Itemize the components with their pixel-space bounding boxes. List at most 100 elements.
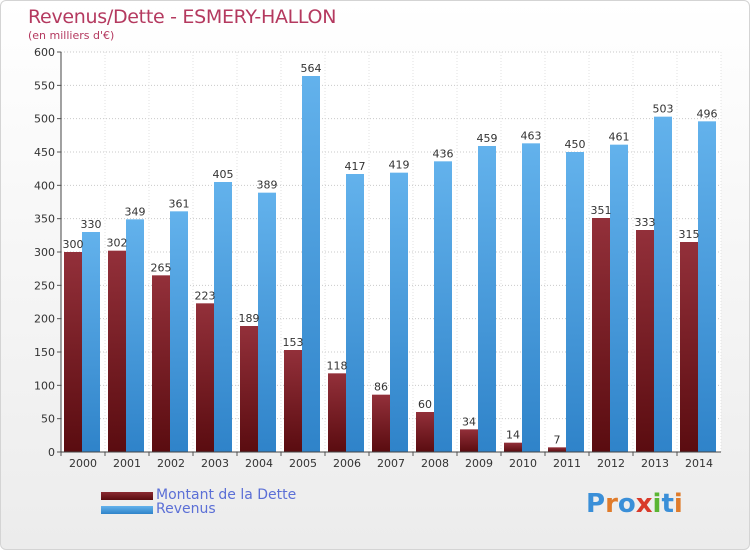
bar-debt bbox=[460, 429, 478, 452]
y-tick-label: 100 bbox=[34, 379, 55, 392]
x-tick-label: 2012 bbox=[597, 457, 625, 470]
x-tick-label: 2000 bbox=[69, 457, 97, 470]
y-tick-label: 300 bbox=[34, 246, 55, 259]
bar-debt bbox=[504, 442, 522, 452]
bar-revenus bbox=[126, 219, 144, 452]
logo-letter: P bbox=[586, 489, 606, 519]
bar-revenus bbox=[610, 144, 628, 452]
y-tick-label: 150 bbox=[34, 346, 55, 359]
data-label-revenus: 417 bbox=[345, 160, 366, 173]
x-tick-label: 2001 bbox=[113, 457, 141, 470]
x-tick-label: 2004 bbox=[245, 457, 273, 470]
bar-revenus bbox=[346, 174, 364, 452]
data-label-revenus: 330 bbox=[81, 218, 102, 231]
data-label-revenus: 419 bbox=[389, 159, 410, 172]
bar-revenus bbox=[566, 152, 584, 452]
legend-swatch-revenus bbox=[101, 506, 153, 514]
bar-debt bbox=[372, 394, 390, 452]
bar-debt bbox=[680, 242, 698, 452]
data-label-revenus: 450 bbox=[565, 138, 586, 151]
data-label-debt: 300 bbox=[63, 238, 84, 251]
data-label-revenus: 461 bbox=[609, 131, 630, 144]
bar-revenus bbox=[478, 146, 496, 452]
x-tick-label: 2009 bbox=[465, 457, 493, 470]
logo-letter: t bbox=[661, 489, 674, 519]
logo-letter: r bbox=[605, 489, 618, 519]
data-label-revenus: 436 bbox=[433, 147, 454, 160]
x-tick-label: 2005 bbox=[289, 457, 317, 470]
y-tick-label: 600 bbox=[34, 46, 55, 59]
x-tick-label: 2007 bbox=[377, 457, 405, 470]
bar-revenus bbox=[434, 161, 452, 453]
data-label-debt: 302 bbox=[107, 237, 128, 250]
data-label-revenus: 389 bbox=[257, 179, 278, 192]
data-label-debt: 333 bbox=[635, 216, 656, 229]
bar-revenus bbox=[390, 172, 408, 452]
data-label-debt: 60 bbox=[418, 398, 432, 411]
data-label-revenus: 503 bbox=[653, 103, 674, 116]
data-label-revenus: 405 bbox=[213, 168, 234, 181]
bar-revenus bbox=[214, 182, 232, 452]
x-tick-label: 2006 bbox=[333, 457, 361, 470]
data-label-revenus: 564 bbox=[301, 62, 322, 75]
chart-subtitle: (en milliers d'€) bbox=[28, 29, 115, 42]
data-label-revenus: 349 bbox=[125, 205, 146, 218]
data-label-debt: 86 bbox=[374, 381, 388, 394]
bar-debt bbox=[64, 252, 82, 452]
y-tick-label: 200 bbox=[34, 313, 55, 326]
x-tick-label: 2010 bbox=[509, 457, 537, 470]
bar-revenus bbox=[170, 211, 188, 452]
bar-revenus bbox=[302, 76, 320, 452]
bar-debt bbox=[108, 250, 126, 452]
bar-revenus bbox=[82, 232, 100, 452]
bar-debt bbox=[284, 350, 302, 452]
y-tick-label: 400 bbox=[34, 179, 55, 192]
data-label-debt: 14 bbox=[506, 429, 520, 442]
data-label-debt: 7 bbox=[554, 433, 561, 446]
proxiti-logo: Proxiti bbox=[586, 489, 683, 519]
x-tick-label: 2003 bbox=[201, 457, 229, 470]
data-label-revenus: 459 bbox=[477, 132, 498, 145]
data-label-debt: 118 bbox=[327, 359, 348, 372]
y-tick-label: 250 bbox=[34, 279, 55, 292]
data-label-debt: 189 bbox=[239, 312, 260, 325]
bar-debt bbox=[328, 373, 346, 452]
legend-label-debt: Montant de la Dette bbox=[156, 487, 297, 503]
bar-debt bbox=[636, 230, 654, 452]
bar-debt bbox=[152, 275, 170, 452]
y-tick-label: 0 bbox=[48, 446, 55, 459]
data-label-revenus: 496 bbox=[697, 107, 718, 120]
y-tick-label: 350 bbox=[34, 213, 55, 226]
bar-debt bbox=[548, 447, 566, 452]
data-label-debt: 153 bbox=[283, 336, 304, 349]
x-tick-label: 2008 bbox=[421, 457, 449, 470]
bar-debt bbox=[196, 303, 214, 452]
bar-debt bbox=[416, 412, 434, 452]
x-tick-label: 2011 bbox=[553, 457, 581, 470]
chart-title: Revenus/Dette - ESMERY-HALLON bbox=[28, 6, 337, 28]
y-tick-label: 550 bbox=[34, 79, 55, 92]
data-label-revenus: 463 bbox=[521, 129, 542, 142]
logo-letter: x bbox=[635, 489, 653, 519]
data-label-debt: 34 bbox=[462, 415, 476, 428]
x-tick-label: 2014 bbox=[685, 457, 713, 470]
data-label-debt: 223 bbox=[195, 289, 216, 302]
legend-label-revenus: Revenus bbox=[156, 501, 216, 517]
logo-letter: i bbox=[673, 489, 683, 519]
legend-swatch-debt bbox=[101, 492, 153, 500]
data-label-debt: 315 bbox=[679, 228, 700, 241]
y-tick-label: 50 bbox=[41, 413, 55, 426]
x-tick-label: 2013 bbox=[641, 457, 669, 470]
bar-revenus bbox=[258, 192, 276, 452]
bar-debt bbox=[592, 218, 610, 452]
data-label-revenus: 361 bbox=[169, 197, 190, 210]
bar-revenus bbox=[522, 143, 540, 453]
y-tick-label: 500 bbox=[34, 113, 55, 126]
logo-letter: o bbox=[617, 489, 636, 519]
bar-revenus bbox=[654, 116, 672, 453]
bar-debt bbox=[240, 326, 258, 452]
bar-revenus bbox=[698, 121, 716, 452]
logo-letter: i bbox=[652, 489, 662, 519]
